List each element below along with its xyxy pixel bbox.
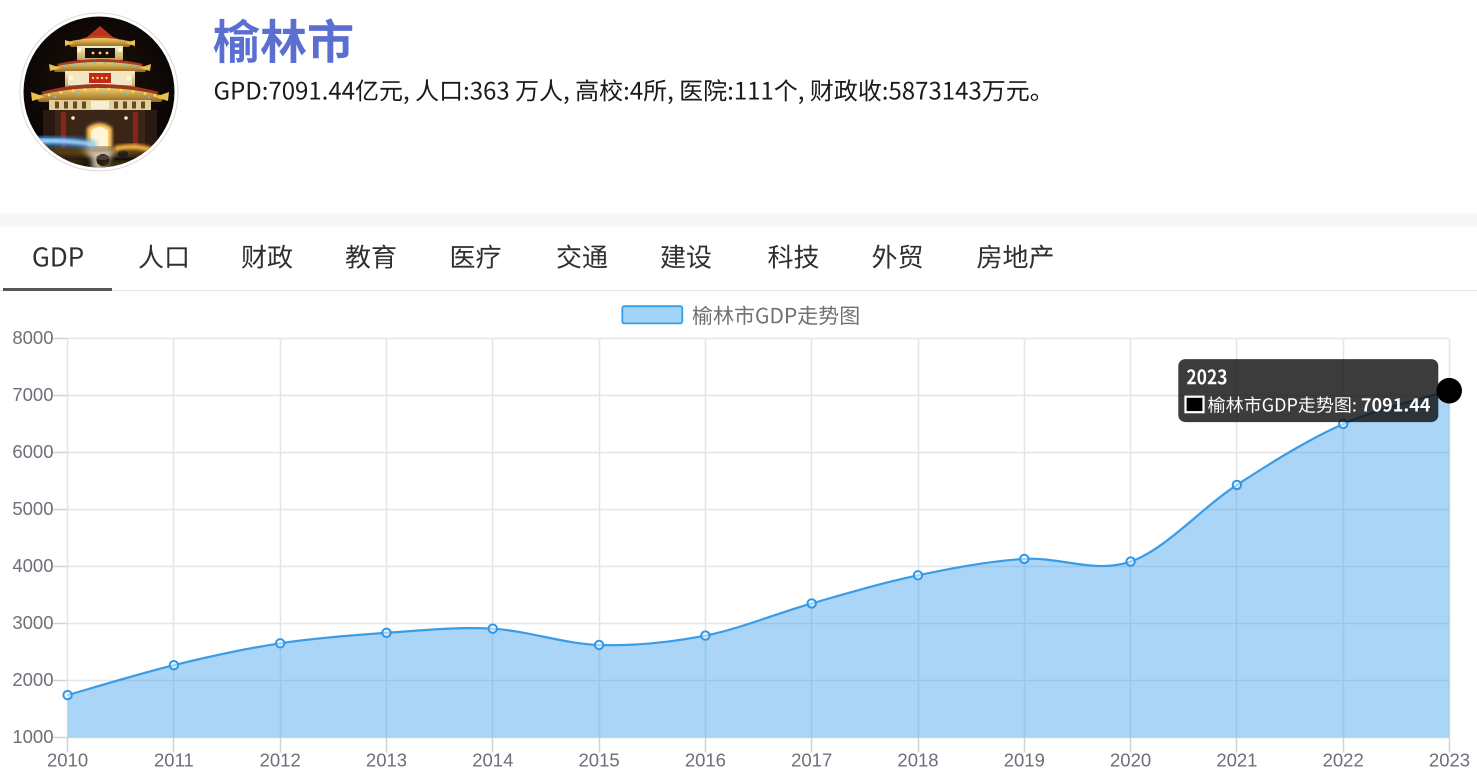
- svg-text:2011: 2011: [154, 750, 194, 771]
- svg-text:2015: 2015: [579, 750, 620, 771]
- svg-text:7000: 7000: [12, 384, 53, 405]
- svg-text:2012: 2012: [260, 750, 301, 771]
- svg-text:3000: 3000: [12, 612, 53, 633]
- svg-text:4000: 4000: [12, 555, 53, 576]
- svg-text:2022: 2022: [1323, 750, 1364, 771]
- svg-text:2020: 2020: [1110, 750, 1151, 771]
- svg-text:2010: 2010: [47, 750, 88, 771]
- svg-text:2018: 2018: [897, 750, 938, 771]
- svg-text:2017: 2017: [791, 750, 832, 771]
- svg-text:1000: 1000: [12, 726, 53, 747]
- svg-text:5000: 5000: [12, 498, 53, 519]
- svg-text:2019: 2019: [1004, 750, 1045, 771]
- svg-text:2021: 2021: [1216, 750, 1257, 771]
- svg-text:2016: 2016: [685, 750, 726, 771]
- svg-text:6000: 6000: [12, 441, 53, 462]
- svg-text:2000: 2000: [12, 669, 53, 690]
- svg-text:2013: 2013: [366, 750, 407, 771]
- svg-text:8000: 8000: [12, 327, 53, 348]
- svg-text:2023: 2023: [1429, 750, 1470, 771]
- svg-text:2014: 2014: [472, 750, 513, 771]
